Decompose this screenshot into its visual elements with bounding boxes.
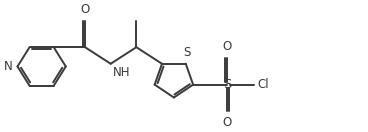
Text: N: N xyxy=(4,60,12,73)
Text: O: O xyxy=(222,116,232,129)
Text: Cl: Cl xyxy=(257,78,269,91)
Text: O: O xyxy=(80,3,90,16)
Text: O: O xyxy=(222,40,232,53)
Text: NH: NH xyxy=(113,66,131,79)
Text: S: S xyxy=(223,78,231,91)
Text: S: S xyxy=(183,46,191,59)
